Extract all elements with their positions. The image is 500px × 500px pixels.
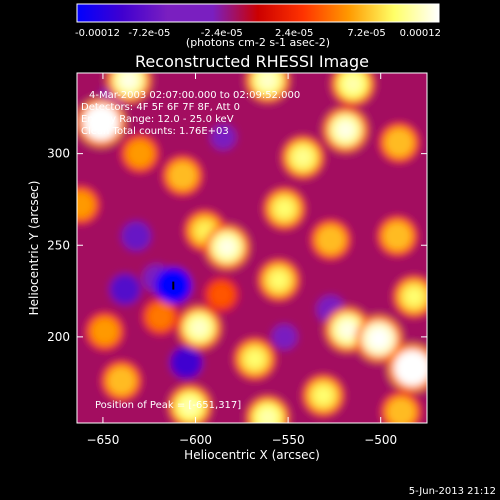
colorbar-tick-label: -7.2e-05	[128, 28, 170, 39]
emission-source	[208, 282, 235, 308]
annotation-line: Energy Range: 12.0 - 25.0 keV	[81, 114, 234, 125]
y-tick-label: 200	[47, 330, 70, 344]
emission-core	[369, 329, 389, 349]
emission-source	[147, 303, 174, 331]
colorbar-tick-label: -0.00012	[75, 28, 120, 39]
x-tick-label: −650	[86, 433, 119, 447]
emission-core	[181, 397, 199, 416]
emission-core	[119, 73, 139, 90]
emission-core	[294, 148, 312, 166]
emission-core	[190, 318, 209, 337]
colorbar-label: (photons cm-2 s-1 asec-2)	[186, 36, 330, 49]
emission-source	[386, 397, 416, 423]
emission-core	[217, 237, 237, 257]
y-axis-label: Heliocentric Y (arcsec)	[27, 181, 41, 316]
emission-source	[77, 190, 95, 219]
emission-core	[258, 73, 277, 90]
chart-title: Reconstructed RHESSI Image	[135, 52, 369, 71]
emission-core	[336, 120, 355, 139]
plot-frame	[76, 72, 428, 424]
emission-source	[167, 160, 198, 191]
colorbar-tick-label: 2.4e-05	[275, 28, 313, 39]
x-axis-label: Heliocentric X (arcsec)	[184, 448, 320, 462]
emission-source	[90, 317, 119, 346]
colorbar-tick-label: -2.4e-05	[201, 28, 243, 39]
emission-core	[314, 387, 332, 404]
colorbar	[76, 3, 440, 23]
y-tick-label: 250	[47, 238, 70, 252]
emission-core	[344, 75, 362, 93]
x-tick-label: −600	[179, 433, 212, 447]
emission-source	[382, 221, 413, 251]
emission-core	[270, 271, 288, 289]
annotations: 4-Mar-2003 02:07:00.000 to 02:09:52.000D…	[81, 90, 300, 137]
negative-source	[210, 124, 236, 150]
annotation-line: Clean Total counts: 1.76E+03	[81, 126, 229, 137]
y-tick-label: 300	[47, 147, 70, 161]
emission-core	[402, 358, 423, 378]
annotation-line: 4-Mar-2003 02:07:00.000 to 02:09:52.000	[89, 90, 300, 101]
emission-source	[125, 139, 154, 168]
emission-source	[384, 127, 414, 158]
colorbar-tick-label: 0.00012	[400, 28, 441, 39]
x-axis: −650 −600 −550 −500	[86, 73, 397, 447]
colorbar-tick-label: 7.2e-05	[347, 28, 385, 39]
emission-core	[338, 320, 357, 339]
x-tick-label: −550	[272, 433, 305, 447]
negative-source	[109, 273, 141, 305]
peak-position-label: Position of Peak = [-651,317]	[95, 400, 241, 411]
emission-core	[275, 200, 293, 218]
negative-source	[170, 346, 203, 379]
annotation-line: Detectors: 4F 5F 6F 7F 8F, Att 0	[81, 102, 240, 113]
negative-source	[271, 324, 298, 350]
emission-core	[246, 350, 264, 368]
emission-core	[258, 408, 277, 423]
y-axis: 200 250 300	[47, 147, 427, 344]
image-heatmap	[77, 73, 427, 423]
negative-source	[121, 221, 151, 251]
footer-date: 5-Jun-2013 21:12	[409, 486, 496, 497]
x-tick-label: −500	[364, 433, 397, 447]
emission-source	[106, 366, 137, 396]
emission-core	[405, 288, 423, 305]
colorbar-ticks: -0.00012 -7.2e-05 -2.4e-05 2.4e-05 7.2e-05 0.…	[75, 28, 441, 39]
emission-source	[316, 225, 346, 255]
emission-core	[91, 112, 111, 133]
